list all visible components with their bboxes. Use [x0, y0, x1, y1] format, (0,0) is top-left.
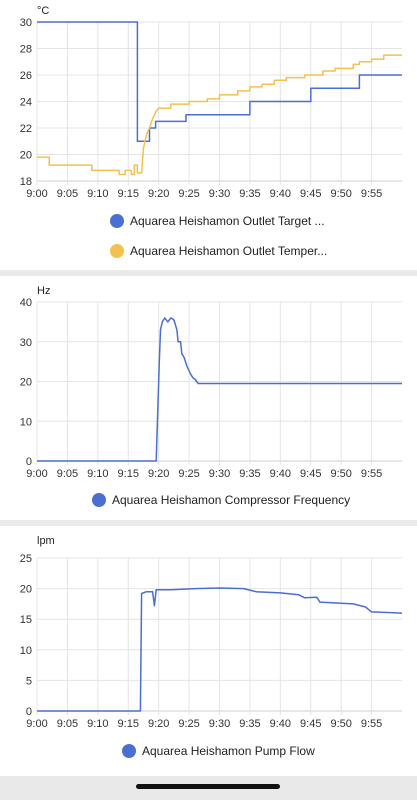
- circle-dot-icon: [122, 744, 136, 758]
- unit-label: Hz: [37, 285, 50, 297]
- x-tick-label: 9:45: [300, 718, 321, 730]
- home-indicator[interactable]: [136, 784, 280, 789]
- x-tick-label: 9:05: [57, 468, 78, 480]
- y-tick-label: 10: [20, 416, 32, 428]
- y-tick-label: 40: [20, 297, 32, 309]
- x-tick-label: 9:30: [209, 188, 230, 200]
- series-line-0[interactable]: [37, 21, 402, 143]
- pump-flow-line-chart: lpm 0 5 10 15 20 25 9:00 9:05 9:10 9:15 9:20 9:25 9:3…: [20, 535, 403, 730]
- x-tick-label: 9:35: [239, 718, 260, 730]
- x-tick-label: 9:50: [330, 188, 351, 200]
- y-tick-label: 10: [20, 645, 32, 657]
- chart-card-pump-flow: lpm 0 5 10 15 20 25 9:00 9:05 9:10 9:15 9:20 9:25 9:3…: [0, 526, 417, 776]
- x-tick-label: 9:30: [209, 468, 230, 480]
- y-tick-label: 24: [20, 97, 32, 109]
- legend-label-outlet-target: Aquarea Heishamon Outlet Target ...: [130, 214, 325, 228]
- x-tick-label: 9:15: [118, 468, 139, 480]
- y-tick-label: 20: [20, 584, 32, 596]
- circle-dot-icon: [92, 493, 106, 507]
- unit-label: lpm: [37, 535, 55, 547]
- x-tick-label: 9:25: [178, 718, 199, 730]
- y-tick-label: 20: [20, 377, 32, 389]
- legend-label-pump-flow: Aquarea Heishamon Pump Flow: [142, 744, 315, 758]
- series-line-0[interactable]: [37, 317, 402, 462]
- y-tick-label: 30: [20, 337, 32, 349]
- x-tick-label: 9:00: [26, 718, 47, 730]
- y-tick-label: 20: [20, 150, 32, 162]
- x-tick-label: 9:35: [239, 468, 260, 480]
- x-tick-label: 9:45: [300, 188, 321, 200]
- legend-label-outlet-temperature: Aquarea Heishamon Outlet Temper...: [130, 244, 328, 258]
- y-tick-label: 26: [20, 70, 32, 82]
- unit-label: °C: [37, 5, 49, 17]
- series-line-0[interactable]: [37, 587, 403, 712]
- x-tick-label: 9:10: [87, 468, 108, 480]
- x-tick-label: 9:45: [300, 468, 321, 480]
- circle-dot-icon: [110, 214, 124, 228]
- x-tick-label: 9:00: [26, 188, 47, 200]
- chart-card-temperature: °C 18 20 22 24 26 28 30 9:00 9:05 9:10 9:15 9:20 9:25…: [0, 0, 417, 270]
- x-tick-label: 9:40: [270, 468, 291, 480]
- x-tick-label: 9:20: [148, 718, 169, 730]
- x-tick-label: 9:55: [361, 468, 382, 480]
- y-tick-label: 18: [20, 176, 32, 188]
- x-tick-label: 9:55: [361, 188, 382, 200]
- x-tick-label: 9:40: [270, 718, 291, 730]
- y-tick-label: 0: [26, 706, 32, 718]
- y-tick-label: 25: [20, 553, 32, 565]
- temperature-line-chart: °C 18 20 22 24 26 28 30 9:00 9:05 9:10 9:15 9:20 9:25…: [20, 5, 402, 200]
- y-tick-label: 15: [20, 614, 32, 626]
- x-tick-label: 9:50: [330, 718, 351, 730]
- circle-dot-icon: [110, 244, 124, 258]
- legend-item-outlet-temperature[interactable]: Aquarea Heishamon Outlet Temper...: [110, 244, 327, 258]
- x-tick-label: 9:10: [87, 188, 108, 200]
- y-tick-label: 22: [20, 123, 32, 135]
- x-tick-label: 9:05: [57, 718, 78, 730]
- y-tick-label: 5: [26, 675, 32, 687]
- series-line-1[interactable]: [37, 54, 402, 176]
- x-tick-label: 9:15: [118, 188, 139, 200]
- legend-item-pump-flow[interactable]: Aquarea Heishamon Pump Flow: [122, 744, 315, 758]
- legend-item-outlet-target[interactable]: Aquarea Heishamon Outlet Target ...: [110, 214, 325, 228]
- x-tick-label: 9:05: [57, 188, 78, 200]
- y-tick-label: 28: [20, 44, 32, 56]
- compressor-frequency-line-chart: Hz 0 10 20 30 40 9:00 9:05 9:10 9:15 9:20 9:25 9:30 9…: [20, 285, 402, 480]
- x-tick-label: 9:40: [270, 188, 291, 200]
- x-tick-label: 9:25: [178, 188, 199, 200]
- x-tick-label: 9:15: [118, 718, 139, 730]
- x-tick-label: 9:25: [178, 468, 199, 480]
- x-tick-label: 9:10: [87, 718, 108, 730]
- y-tick-label: 0: [26, 456, 32, 468]
- x-tick-label: 9:55: [361, 718, 382, 730]
- x-tick-label: 9:50: [330, 468, 351, 480]
- x-tick-label: 9:20: [148, 188, 169, 200]
- legend-label-compressor-frequency: Aquarea Heishamon Compressor Frequency: [112, 493, 351, 507]
- x-tick-label: 9:00: [26, 468, 47, 480]
- x-tick-label: 9:30: [209, 718, 230, 730]
- x-tick-label: 9:35: [239, 188, 260, 200]
- x-tick-label: 9:20: [148, 468, 169, 480]
- legend-item-compressor-frequency[interactable]: Aquarea Heishamon Compressor Frequency: [92, 493, 350, 507]
- y-tick-label: 30: [20, 17, 32, 29]
- chart-card-compressor: Hz 0 10 20 30 40 9:00 9:05 9:10 9:15 9:20 9:25 9:30 9…: [0, 276, 417, 520]
